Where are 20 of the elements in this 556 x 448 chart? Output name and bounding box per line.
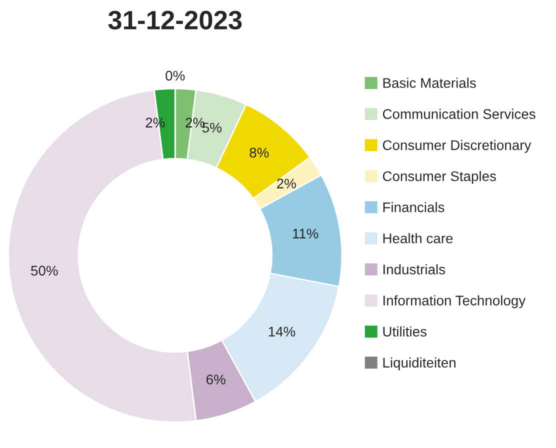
legend-label: Communication Services xyxy=(382,108,536,119)
data-label: 2% xyxy=(277,178,296,188)
legend-label: Utilities xyxy=(383,326,426,337)
data-label: 8% xyxy=(250,148,269,158)
legend-label: Liquiditeiten xyxy=(383,357,456,370)
data-label: 14% xyxy=(268,326,296,336)
legend-label: Industrials xyxy=(384,264,446,274)
text: 0% xyxy=(166,70,185,81)
data-label: 5% xyxy=(202,122,222,133)
data-label: 2% xyxy=(186,118,205,128)
legend-label: Health care xyxy=(383,233,453,244)
data-label: 11% xyxy=(292,228,318,238)
legend-label: Consumer Discretionary xyxy=(382,140,532,153)
legend-label: Information Technology xyxy=(384,295,526,308)
chart-title: 31-12-2023 xyxy=(108,10,242,30)
legend-label: Financials xyxy=(383,202,444,212)
legend-label: Consumer Staples xyxy=(382,170,496,184)
data-label: 6% xyxy=(206,374,226,384)
legend-label: Basic Materials xyxy=(383,78,476,88)
data-label: 50% xyxy=(31,266,58,276)
